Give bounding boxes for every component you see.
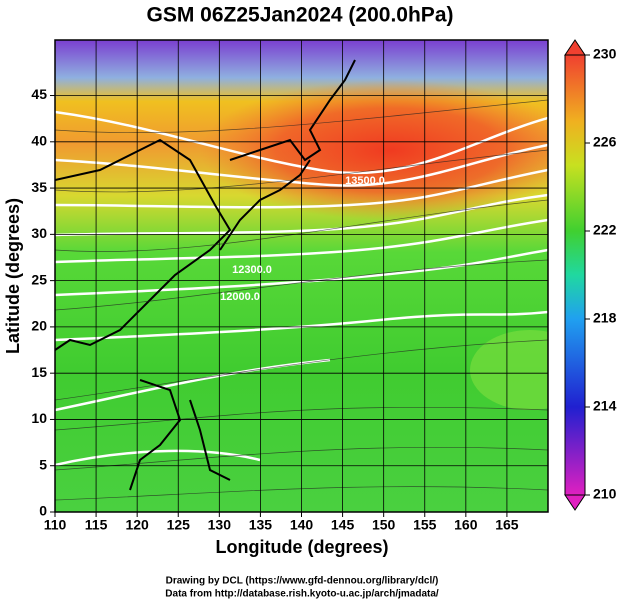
x-tick-label: 165	[495, 517, 519, 533]
field: 13500.0 12300.0 12000.0	[55, 40, 548, 512]
y-tick-label: 10	[31, 410, 47, 426]
x-tick-label: 120	[125, 517, 149, 533]
y-tick-label: 40	[31, 133, 47, 149]
colorbar-tick-label: 214	[593, 398, 617, 414]
colorbar-tick-label: 210	[593, 486, 617, 502]
credit: Drawing by DCL (https://www.gfd-dennou.o…	[166, 576, 439, 587]
contour-label: 13500.0	[345, 175, 385, 187]
x-tick-label: 150	[372, 517, 396, 533]
colorbar-tick-label: 226	[593, 134, 617, 150]
grid	[55, 40, 548, 512]
y-axis-label: Latitude (degrees)	[3, 198, 23, 354]
colorbar-tick-label: 222	[593, 222, 617, 238]
contour-labels: 13500.0 12300.0 12000.0	[220, 175, 385, 303]
chart-title: GSM 06Z25Jan2024 (200.0hPa)	[146, 4, 453, 27]
y-tick-label: 25	[31, 271, 47, 287]
y-tick-label: 15	[31, 364, 47, 380]
y-tick-label: 45	[31, 86, 47, 102]
colorbar-tick-label: 218	[593, 310, 617, 326]
x-tick-label: 160	[454, 517, 478, 533]
y-tick-label: 0	[39, 503, 47, 519]
x-tick-label: 135	[249, 517, 273, 533]
y-tick-label: 35	[31, 179, 47, 195]
x-tick-label: 115	[85, 517, 108, 533]
x-tick-label: 110	[44, 517, 67, 533]
x-tick-label: 130	[208, 517, 232, 533]
colorbar-max-arrow	[564, 39, 586, 56]
y-tick-label: 5	[39, 456, 47, 472]
y-tick-label: 20	[31, 318, 47, 334]
x-axis-label: Longitude (degrees)	[215, 537, 388, 557]
credit: Data from http://database.rish.kyoto-u.a…	[165, 589, 439, 600]
colorbar	[564, 54, 586, 496]
x-tick-label: 125	[167, 517, 191, 533]
colorbar-min-arrow	[564, 494, 586, 511]
x-tick-label: 155	[413, 517, 437, 533]
contour-label: 12300.0	[232, 264, 272, 276]
y-tick-label: 30	[31, 225, 47, 241]
x-tick-label: 145	[331, 517, 355, 533]
contour-label: 12000.0	[220, 291, 260, 303]
x-tick-label: 140	[290, 517, 314, 533]
field-patch	[470, 330, 548, 410]
colorbar-tick-label: 230	[593, 46, 617, 62]
